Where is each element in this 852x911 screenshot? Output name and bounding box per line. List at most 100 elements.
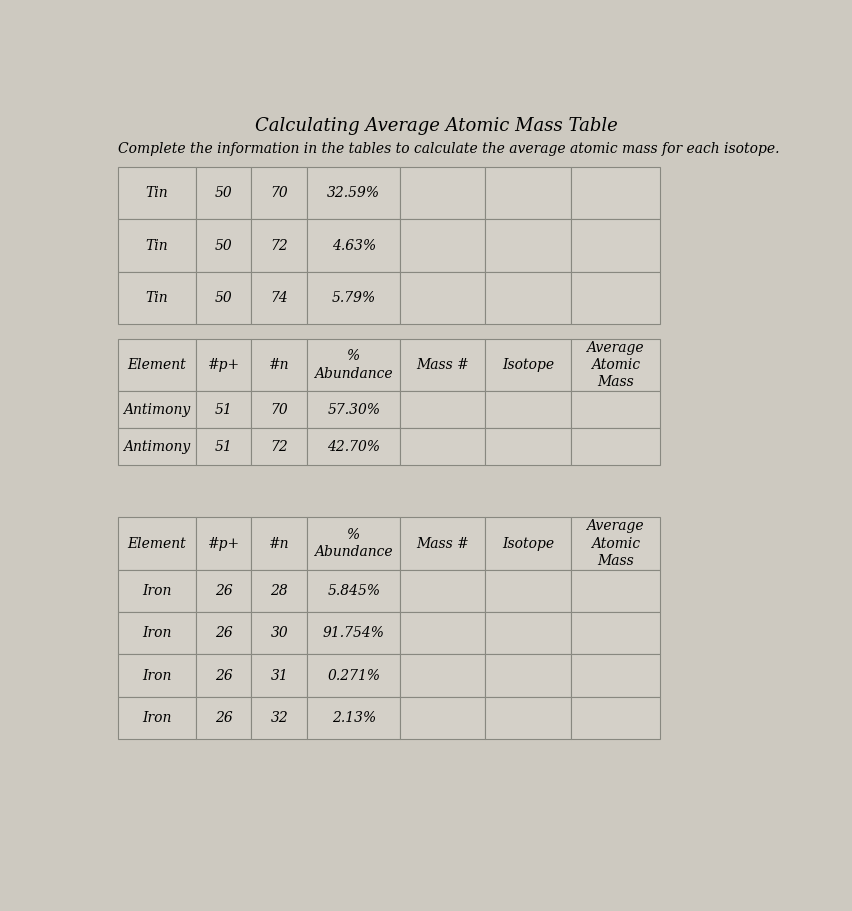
Text: #p+: #p+ [208,358,239,372]
Bar [400,271,486,324]
Bar [486,517,571,569]
Bar [118,654,196,697]
Bar [251,612,308,654]
Text: 42.70%: 42.70% [327,440,380,454]
Bar [486,220,571,271]
Bar [118,391,196,428]
Text: Antimony: Antimony [124,440,191,454]
Bar [308,220,400,271]
Text: Complete the information in the tables to calculate the average atomic mass for : Complete the information in the tables t… [118,142,780,157]
Bar [571,220,659,271]
Text: Iron: Iron [142,711,171,725]
Bar [400,697,486,739]
Bar [400,569,486,612]
Text: 26: 26 [215,626,233,640]
Bar [400,612,486,654]
Text: 70: 70 [270,403,288,416]
Text: Tin: Tin [146,186,168,200]
Text: 50: 50 [215,291,233,305]
Bar [571,654,659,697]
Text: 0.271%: 0.271% [327,669,380,682]
Text: 51: 51 [215,440,233,454]
Bar [118,612,196,654]
Bar [486,339,571,391]
Bar [251,569,308,612]
Text: 51: 51 [215,403,233,416]
Bar [251,339,308,391]
Text: %
Abundance: % Abundance [314,528,393,559]
Bar [308,391,400,428]
Text: Antimony: Antimony [124,403,191,416]
Bar [196,569,251,612]
Bar [486,391,571,428]
Bar [308,569,400,612]
Bar [486,428,571,465]
Text: Isotope: Isotope [502,537,554,550]
Bar [118,569,196,612]
Bar [251,220,308,271]
Bar [308,654,400,697]
Bar [196,339,251,391]
Bar [486,612,571,654]
Bar [251,428,308,465]
Text: 32.59%: 32.59% [327,186,380,200]
Text: Mass #: Mass # [417,537,469,550]
Bar [400,167,486,220]
Bar [196,654,251,697]
Bar [486,167,571,220]
Bar [196,220,251,271]
Bar [196,391,251,428]
Bar [308,428,400,465]
Bar [251,517,308,569]
Bar [118,220,196,271]
Bar [486,654,571,697]
Bar [251,697,308,739]
Bar [400,517,486,569]
Bar [196,517,251,569]
Bar [571,167,659,220]
Text: Isotope: Isotope [502,358,554,372]
Bar [400,339,486,391]
Bar [308,697,400,739]
Text: #n: #n [269,537,290,550]
Bar [571,391,659,428]
Bar [400,654,486,697]
Text: 5.845%: 5.845% [327,584,380,598]
Text: Element: Element [128,537,187,550]
Text: 72: 72 [270,239,288,252]
Bar [571,569,659,612]
Text: 30: 30 [270,626,288,640]
Bar [196,612,251,654]
Bar [486,569,571,612]
Bar [400,391,486,428]
Text: 4.63%: 4.63% [331,239,376,252]
Text: Element: Element [128,358,187,372]
Bar [571,271,659,324]
Bar [308,339,400,391]
Text: 50: 50 [215,239,233,252]
Bar [251,167,308,220]
Text: 5.79%: 5.79% [331,291,376,305]
Text: 32: 32 [270,711,288,725]
Bar [196,697,251,739]
Bar [196,428,251,465]
Text: Average
Atomic
Mass: Average Atomic Mass [586,519,644,568]
Bar [571,697,659,739]
Text: Tin: Tin [146,239,168,252]
Text: #n: #n [269,358,290,372]
Text: 91.754%: 91.754% [323,626,384,640]
Text: 31: 31 [270,669,288,682]
Text: 26: 26 [215,711,233,725]
Bar [486,697,571,739]
Bar [400,428,486,465]
Bar [118,517,196,569]
Bar [251,271,308,324]
Text: Iron: Iron [142,669,171,682]
Text: 57.30%: 57.30% [327,403,380,416]
Text: 26: 26 [215,669,233,682]
Text: Tin: Tin [146,291,168,305]
Text: Iron: Iron [142,584,171,598]
Text: Calculating Average Atomic Mass Table: Calculating Average Atomic Mass Table [256,118,618,135]
Bar [118,697,196,739]
Text: 72: 72 [270,440,288,454]
